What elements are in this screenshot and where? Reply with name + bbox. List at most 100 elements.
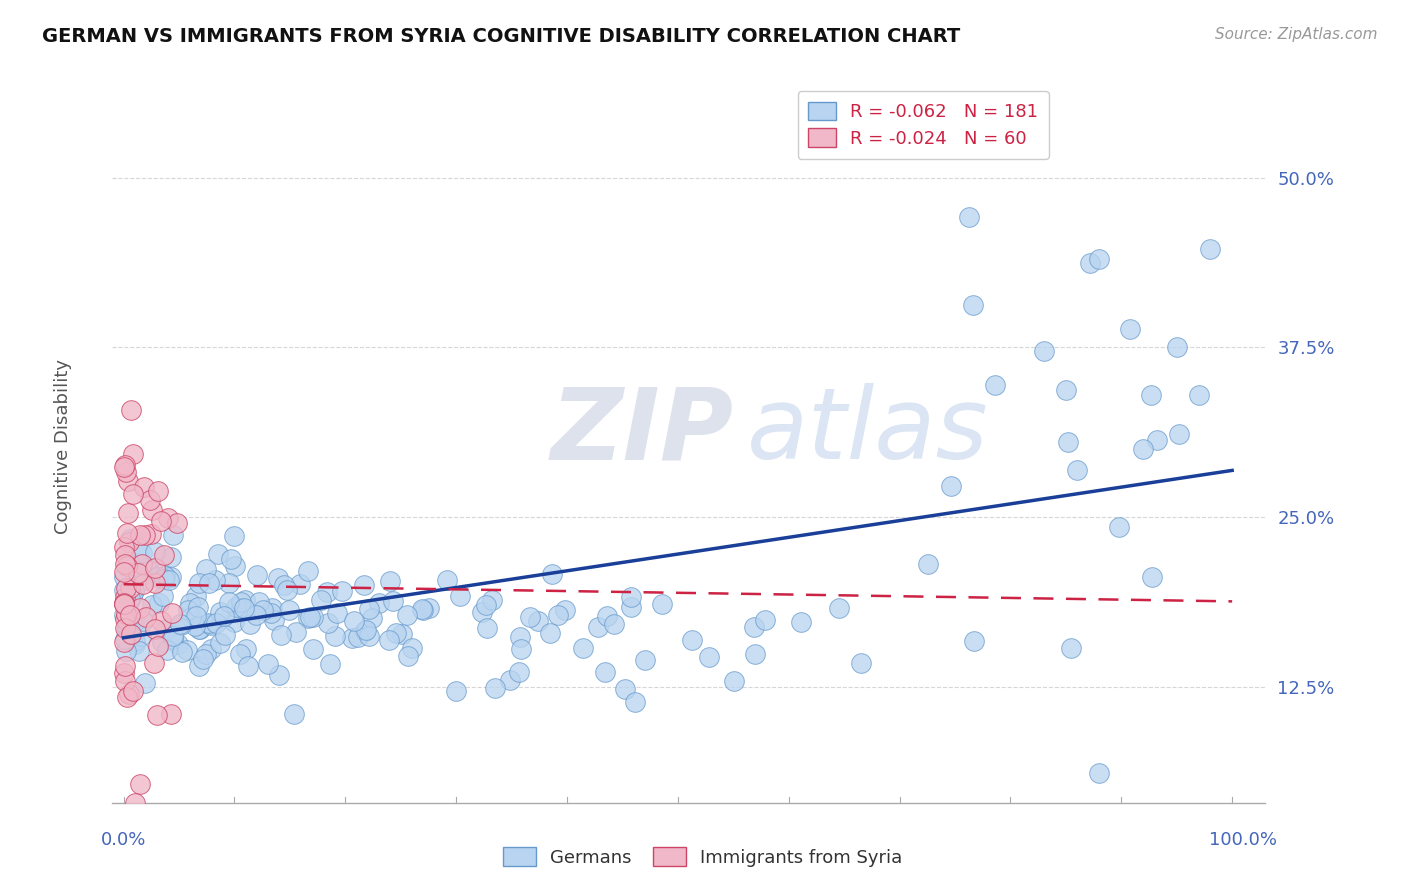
Point (744, 647, 766, 661)
Point (115, 621, 138, 635)
Point (198, 616, 221, 631)
Point (118, 595, 141, 609)
Point (276, 583, 298, 598)
Point (153, 568, 176, 582)
Point (124, 614, 146, 628)
Point (157, 573, 180, 587)
Point (319, 657, 342, 671)
Point (146, 639, 169, 653)
Text: GERMAN VS IMMIGRANTS FROM SYRIA COGNITIVE DISABILITY CORRELATION CHART: GERMAN VS IMMIGRANTS FROM SYRIA COGNITIV… (42, 27, 960, 45)
Point (114, 632, 136, 646)
Point (378, 633, 401, 648)
Point (1132, 442, 1154, 457)
Text: 100.0%: 100.0% (1209, 831, 1277, 849)
Point (122, 583, 145, 598)
Point (484, 681, 506, 695)
Point (122, 486, 145, 500)
Legend: R = -0.062   N = 181, R = -0.024   N = 60: R = -0.062 N = 181, R = -0.024 N = 60 (797, 91, 1049, 159)
Point (962, 298, 984, 312)
Point (354, 624, 377, 638)
Point (354, 624, 377, 639)
Point (132, 614, 155, 628)
Point (1146, 434, 1168, 448)
Point (1059, 641, 1081, 656)
Point (143, 561, 166, 575)
Point (114, 557, 136, 571)
Point (471, 605, 494, 619)
Point (169, 616, 191, 631)
Point (115, 690, 138, 704)
Point (284, 625, 307, 640)
Point (155, 622, 177, 636)
Point (117, 559, 139, 574)
Point (347, 630, 370, 644)
Point (112, 635, 135, 649)
Point (401, 640, 423, 655)
Point (267, 667, 290, 681)
Point (330, 584, 353, 599)
Point (572, 640, 595, 655)
Point (789, 615, 811, 630)
Point (323, 630, 346, 644)
Point (112, 596, 135, 610)
Point (342, 614, 364, 628)
Point (146, 484, 169, 499)
Point (112, 569, 135, 583)
Point (146, 707, 169, 722)
Text: atlas: atlas (747, 384, 988, 480)
Point (160, 570, 183, 584)
Point (114, 612, 136, 626)
Point (118, 554, 141, 568)
Point (1108, 520, 1130, 534)
Point (326, 606, 349, 620)
Point (114, 643, 136, 657)
Point (229, 647, 252, 661)
Point (508, 665, 530, 679)
Point (209, 636, 232, 650)
Point (143, 545, 166, 559)
Point (540, 566, 562, 581)
Point (118, 610, 141, 624)
Point (214, 628, 236, 642)
Point (418, 600, 440, 615)
Point (723, 673, 745, 688)
Point (142, 656, 165, 670)
Point (195, 647, 218, 661)
Point (263, 613, 285, 627)
Point (115, 607, 138, 622)
Point (309, 593, 332, 607)
Point (176, 643, 198, 657)
Point (224, 529, 246, 543)
Text: Cognitive Disability: Cognitive Disability (55, 359, 72, 533)
Point (132, 480, 155, 494)
Point (129, 601, 152, 615)
Point (143, 576, 166, 591)
Point (302, 642, 325, 657)
Point (1054, 383, 1077, 397)
Point (475, 621, 498, 635)
Point (212, 609, 235, 624)
Point (115, 525, 138, 540)
Point (697, 650, 720, 665)
Point (138, 492, 160, 507)
Point (225, 599, 247, 614)
Point (396, 648, 419, 663)
Point (509, 630, 531, 644)
Text: 0.0%: 0.0% (101, 831, 146, 849)
Point (162, 606, 184, 620)
Point (153, 572, 176, 586)
Point (162, 632, 184, 646)
Point (219, 551, 242, 566)
Point (297, 564, 319, 578)
Point (474, 598, 496, 612)
Point (620, 591, 643, 605)
Point (357, 629, 380, 643)
Point (112, 597, 135, 611)
Point (128, 777, 150, 791)
Point (446, 683, 468, 698)
Point (131, 557, 153, 571)
Point (114, 590, 136, 604)
Point (167, 636, 190, 650)
Point (177, 603, 200, 617)
Point (634, 653, 657, 667)
